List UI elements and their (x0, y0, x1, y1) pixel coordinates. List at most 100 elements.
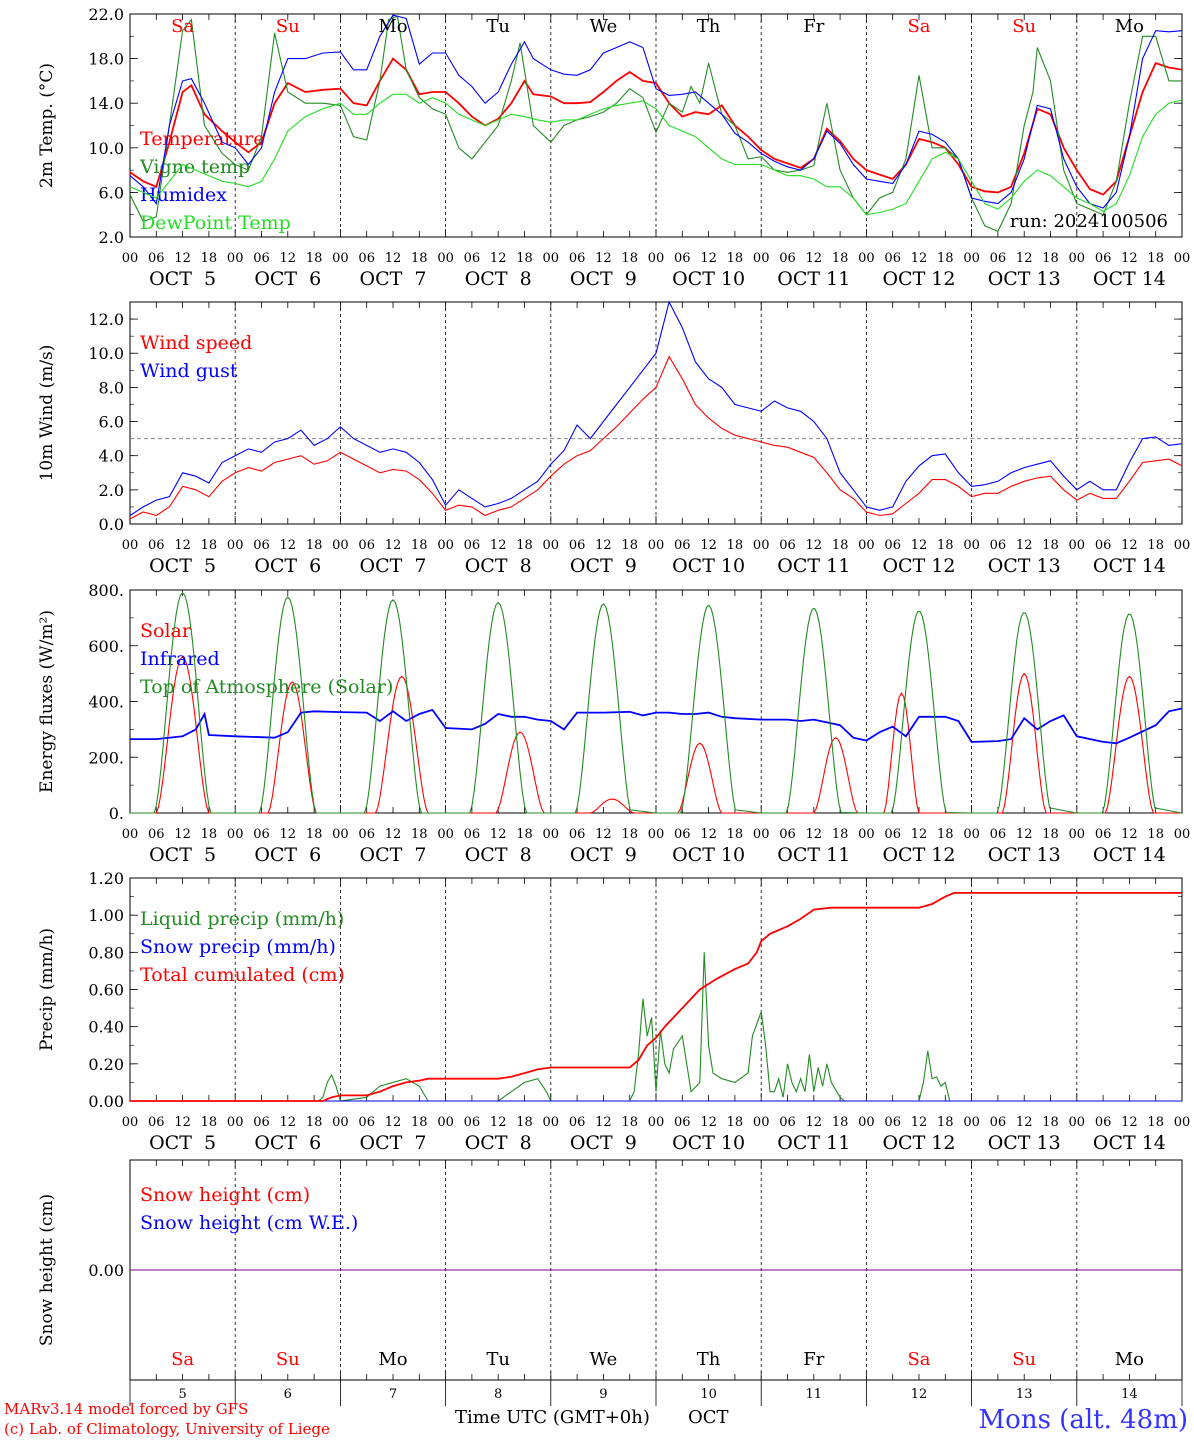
series-line-infrared (130, 707, 1183, 745)
x-hour-label: 12 (806, 538, 823, 553)
x-date-label: OCT 7 (360, 844, 427, 866)
y-tick-label: 18.0 (88, 50, 124, 69)
x-date-label: OCT 8 (465, 268, 532, 290)
day-number-label: 13 (1016, 1387, 1033, 1402)
y-axis-label: Snow height (cm) (37, 1194, 57, 1346)
x-hour-label: 18 (201, 251, 218, 266)
x-hour-label: 12 (1121, 251, 1138, 266)
x-hour-label: 00 (437, 538, 454, 553)
x-hour-label: 00 (753, 538, 770, 553)
x-hour-label: 00 (963, 251, 980, 266)
chart-panel-4: 0.00 0.20 0.40 0.60 0.80 1.00 1.20 Precip (mm/h… (37, 869, 1190, 1154)
legend-entry: Snow height (cm) (140, 1184, 310, 1206)
x-hour-label: 06 (253, 538, 270, 553)
weekday-label: Sa (907, 16, 930, 37)
x-date-label: OCT 10 (672, 1132, 745, 1154)
x-hour-label: 18 (1147, 538, 1164, 553)
x-date-label: OCT 14 (1093, 555, 1166, 577)
legend-entry: Solar (140, 620, 192, 642)
x-date-label: OCT 11 (777, 1132, 850, 1154)
x-hour-label: 12 (280, 1115, 297, 1130)
x-date-label: OCT 7 (360, 1132, 427, 1154)
x-hour-label: 00 (332, 827, 349, 842)
weekday-label: We (590, 1349, 618, 1370)
x-hour-label: 00 (332, 538, 349, 553)
x-hour-label: 18 (516, 251, 533, 266)
x-hour-label: 06 (1095, 827, 1112, 842)
x-hour-label: 00 (753, 1115, 770, 1130)
x-hour-label: 00 (753, 827, 770, 842)
y-tick-label: 1.20 (88, 869, 124, 888)
x-hour-label: 00 (227, 251, 244, 266)
legend-entry: DewPoint Temp (140, 212, 291, 234)
weekday-label: Sa (171, 1349, 194, 1370)
x-date-label: OCT 11 (777, 844, 850, 866)
x-hour-label: 18 (306, 1115, 323, 1130)
x-hour-label: 18 (411, 251, 428, 266)
x-hour-label: 18 (306, 251, 323, 266)
x-hour-label: 12 (700, 827, 717, 842)
x-hour-label: 12 (911, 827, 928, 842)
series-line-liquid-precip-mm-h (130, 952, 1182, 1102)
x-date-label: OCT 8 (465, 844, 532, 866)
x-hour-label: 00 (227, 827, 244, 842)
x-hour-label: 00 (1069, 538, 1086, 553)
day-number-label: 8 (494, 1387, 502, 1402)
x-hour-label: 00 (1069, 1115, 1086, 1130)
x-hour-label: 06 (674, 1115, 691, 1130)
x-hour-label: 00 (543, 538, 560, 553)
legend-entry: Infrared (140, 648, 220, 670)
location-label: Mons (alt. 48m) (979, 1405, 1188, 1435)
series-line-wind-gust (129, 300, 1183, 516)
x-hour-label: 18 (1147, 251, 1164, 266)
y-tick-label: 6.0 (99, 183, 124, 202)
x-date-label: OCT 14 (1093, 1132, 1166, 1154)
x-hour-label: 12 (595, 827, 612, 842)
y-tick-label: 6.0 (99, 413, 124, 432)
x-hour-label: 12 (1016, 1115, 1033, 1130)
legend-entry: Humidex (140, 184, 227, 206)
day-number-label: 5 (178, 1387, 186, 1402)
x-hour-label: 00 (437, 251, 454, 266)
x-hour-label: 12 (806, 1115, 823, 1130)
series-line-dewpoint-temp (129, 93, 1183, 216)
x-hour-label: 06 (358, 1115, 375, 1130)
y-tick-label: 4.0 (99, 447, 124, 466)
chart-panel-1: 2.0 6.0 10.0 14.0 18.0 22.0 2m Temp. (°C) Tempe… (37, 5, 1190, 290)
weekday-label: Fr (803, 1349, 824, 1370)
x-hour-label: 12 (911, 251, 928, 266)
x-hour-label: 18 (621, 538, 638, 553)
x-hour-label: 18 (1042, 251, 1059, 266)
x-hour-label: 06 (464, 251, 481, 266)
x-date-label: OCT 10 (672, 555, 745, 577)
x-hour-label: 18 (832, 827, 849, 842)
x-hour-label: 00 (963, 827, 980, 842)
x-hour-label: 18 (727, 538, 744, 553)
x-hour-label: 12 (806, 251, 823, 266)
x-date-label: OCT 13 (988, 268, 1061, 290)
x-hour-label: 00 (437, 1115, 454, 1130)
x-hour-label: 12 (280, 827, 297, 842)
x-hour-label: 12 (490, 251, 507, 266)
series-line-solar (130, 656, 1182, 814)
x-date-label: OCT 12 (882, 268, 955, 290)
x-hour-label: 06 (148, 538, 165, 553)
x-hour-label: 06 (779, 251, 796, 266)
x-hour-label: 00 (227, 538, 244, 553)
x-hour-label: 06 (779, 538, 796, 553)
chart-panel-5: 0.00 Snow height (cm) Snow height (cm) Snow… (37, 1159, 1183, 1406)
day-number-label: 14 (1121, 1387, 1138, 1402)
legend-entry: Snow precip (mm/h) (140, 936, 336, 958)
weekday-label: Th (697, 1349, 721, 1370)
day-number-label: 6 (284, 1387, 292, 1402)
y-tick-label: 2.0 (99, 228, 124, 247)
x-date-label: OCT 12 (882, 844, 955, 866)
y-tick-label: 0.80 (88, 943, 124, 962)
x-hour-label: 00 (1174, 1115, 1191, 1130)
x-hour-label: 00 (122, 538, 139, 553)
x-hour-label: 18 (621, 1115, 638, 1130)
chart-panel-2: 0.0 2.0 4.0 6.0 8.0 10.0 12.0 10m Wind (m/s) Win… (37, 300, 1190, 577)
x-hour-label: 18 (201, 827, 218, 842)
x-hour-label: 00 (963, 538, 980, 553)
